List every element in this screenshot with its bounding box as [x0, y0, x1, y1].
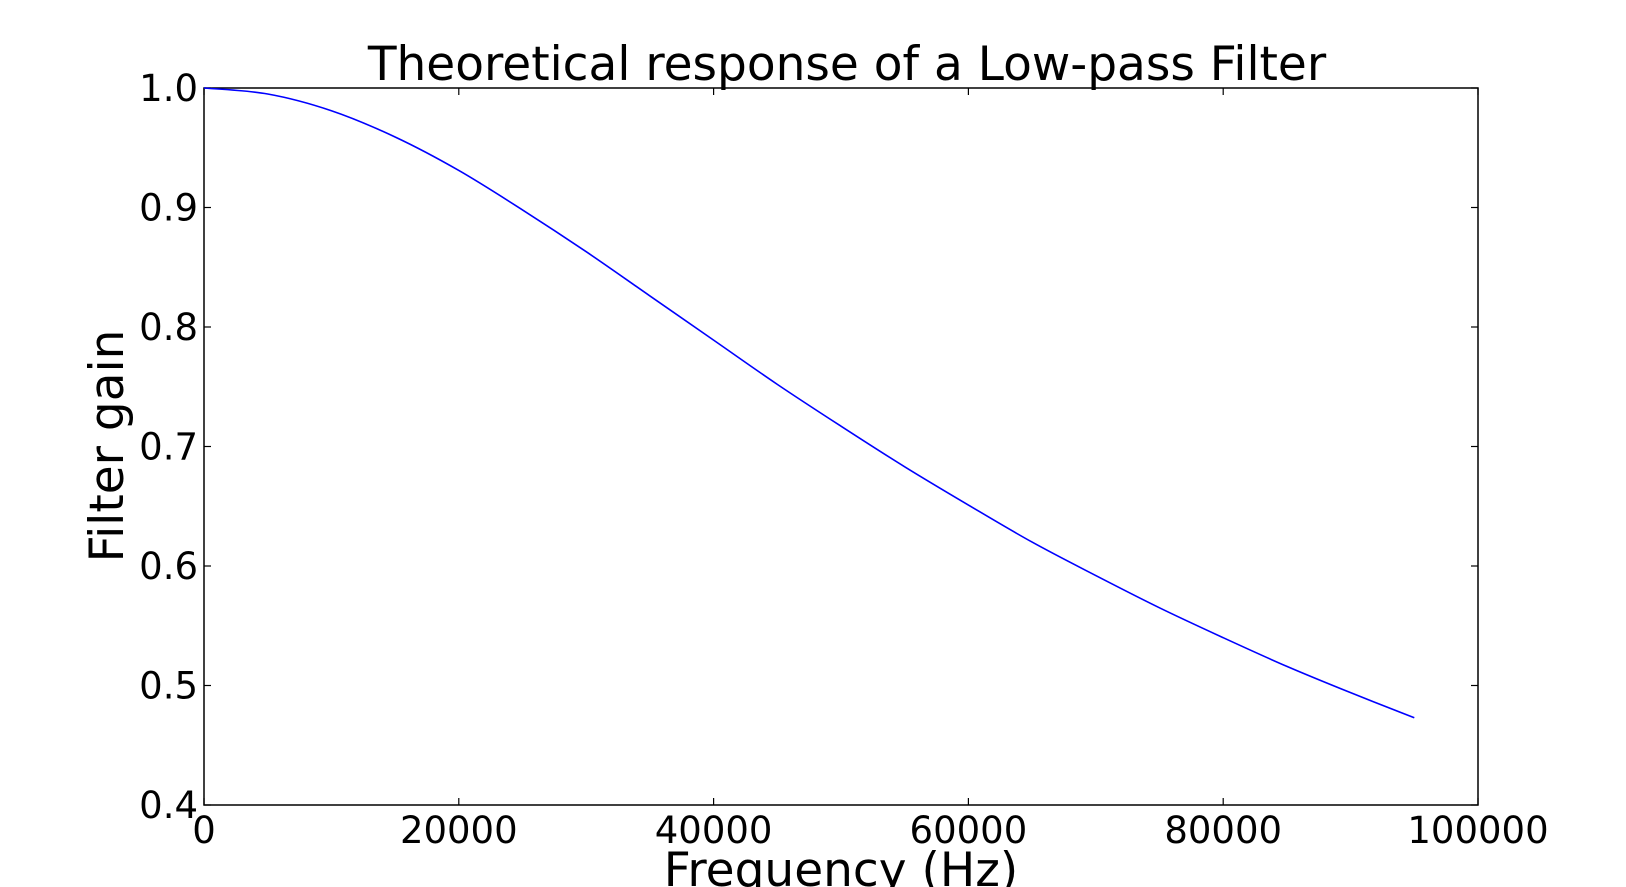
x-tick-label: 60000: [910, 809, 1028, 852]
x-tick-label: 80000: [1164, 809, 1282, 852]
x-axis-title: Frequency (Hz): [664, 843, 1018, 887]
chart-title: Theoretical response of a Low-pass Filte…: [367, 37, 1327, 92]
x-tick-label: 40000: [655, 809, 773, 852]
y-tick-label: 0.5: [139, 665, 198, 708]
y-tick-label: 0.6: [139, 545, 198, 588]
x-tick-label: 100000: [1407, 809, 1548, 852]
series-line-filter-gain: [203, 87, 1415, 719]
y-tick-label: 1.0: [139, 67, 198, 110]
y-tick-label: 0.4: [139, 784, 198, 827]
plot-frame: [203, 87, 1479, 806]
y-axis-title: Filter gain: [80, 330, 135, 563]
y-tick-label: 0.8: [139, 306, 198, 349]
x-tick-label: 20000: [400, 809, 518, 852]
x-tick-label: 0: [192, 809, 216, 852]
y-axis-ticks: 0.4 0.5 0.6 0.7 0.8 0.9 1.0: [139, 67, 1478, 827]
y-tick-label: 0.7: [139, 426, 198, 469]
x-axis-ticks: 0 20000 40000 60000 80000 100000: [192, 88, 1549, 852]
y-tick-label: 0.9: [139, 187, 198, 230]
